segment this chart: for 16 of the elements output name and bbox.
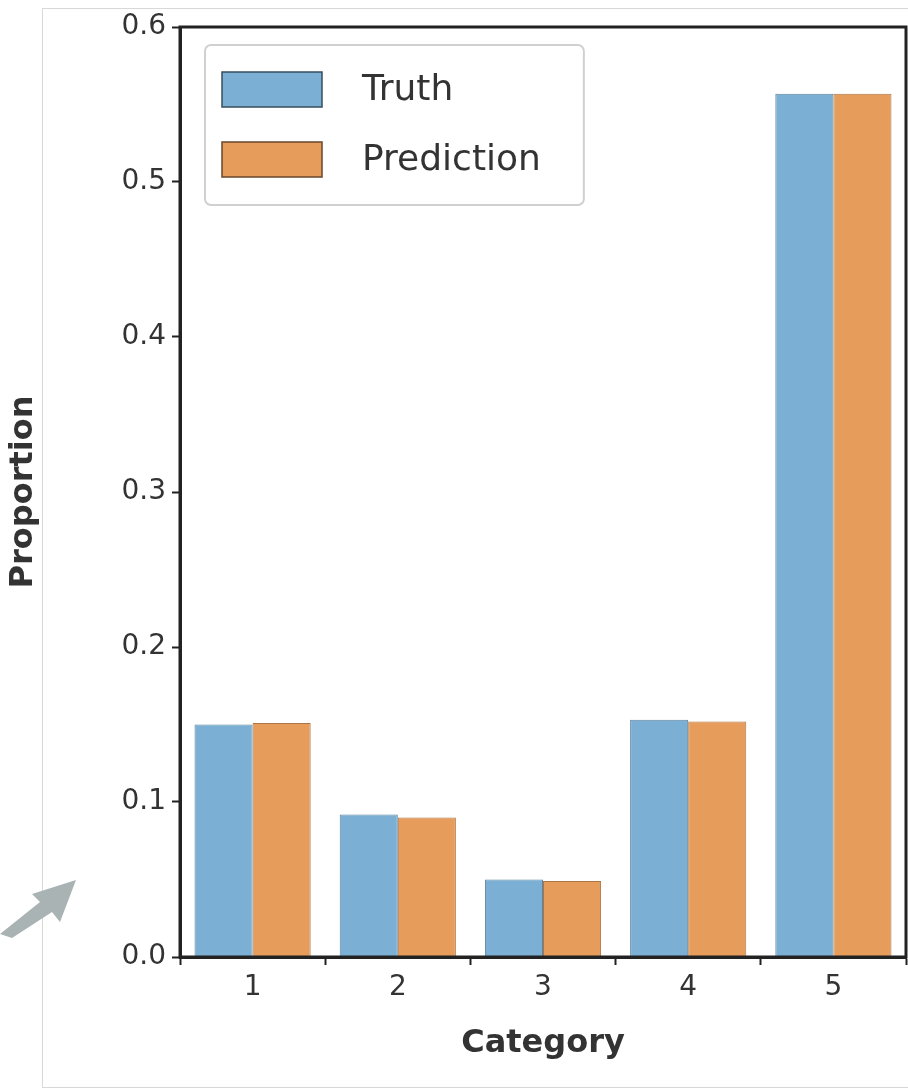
x-tick-label: 2 <box>388 969 407 1003</box>
x-tick-label: 5 <box>824 969 843 1003</box>
x-tick-label: 4 <box>679 969 698 1003</box>
y-tick-label: 0.3 <box>121 473 166 507</box>
y-tick-label: 0.1 <box>121 783 166 817</box>
y-tick-label: 0.5 <box>121 163 166 197</box>
y-tick-label: 0.4 <box>121 318 166 352</box>
y-tick-label: 0.2 <box>121 628 166 662</box>
y-tick-label: 0.6 <box>121 8 166 42</box>
y-tick-label: 0.0 <box>121 938 166 972</box>
x-axis-title: Category <box>461 1022 625 1061</box>
x-tick-label: 3 <box>534 969 552 1003</box>
x-tick-label: 1 <box>243 969 262 1003</box>
y-axis-title: Proportion <box>1 395 40 589</box>
legend-label: Prediction <box>362 137 541 179</box>
legend-label: Truth <box>361 67 454 109</box>
